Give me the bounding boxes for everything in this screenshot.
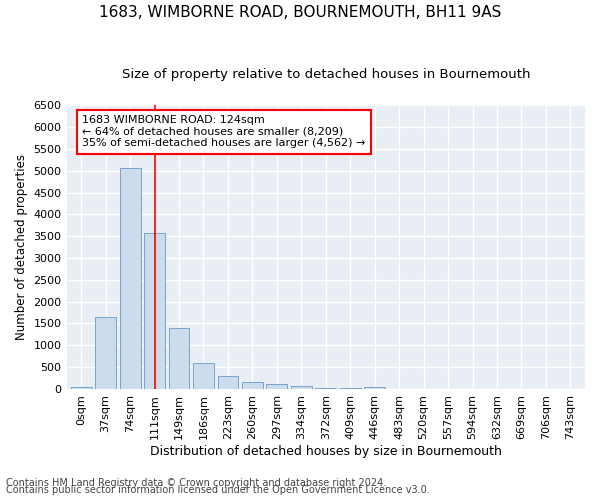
Bar xyxy=(193,363,214,389)
Bar xyxy=(364,387,385,389)
Bar xyxy=(242,382,263,389)
Bar xyxy=(316,388,336,389)
Title: Size of property relative to detached houses in Bournemouth: Size of property relative to detached ho… xyxy=(122,68,530,80)
Bar xyxy=(291,386,312,389)
Text: 1683 WIMBORNE ROAD: 124sqm
← 64% of detached houses are smaller (8,209)
35% of s: 1683 WIMBORNE ROAD: 124sqm ← 64% of deta… xyxy=(82,115,365,148)
Bar xyxy=(95,317,116,389)
Text: Contains HM Land Registry data © Crown copyright and database right 2024.: Contains HM Land Registry data © Crown c… xyxy=(6,478,386,488)
Text: 1683, WIMBORNE ROAD, BOURNEMOUTH, BH11 9AS: 1683, WIMBORNE ROAD, BOURNEMOUTH, BH11 9… xyxy=(99,5,501,20)
Bar xyxy=(144,232,165,389)
Bar xyxy=(218,376,238,389)
Bar xyxy=(120,168,140,389)
Text: Contains public sector information licensed under the Open Government Licence v3: Contains public sector information licen… xyxy=(6,485,430,495)
X-axis label: Distribution of detached houses by size in Bournemouth: Distribution of detached houses by size … xyxy=(150,444,502,458)
Y-axis label: Number of detached properties: Number of detached properties xyxy=(15,154,28,340)
Bar xyxy=(169,328,190,389)
Bar xyxy=(340,388,361,389)
Bar xyxy=(266,384,287,389)
Bar xyxy=(71,386,92,389)
